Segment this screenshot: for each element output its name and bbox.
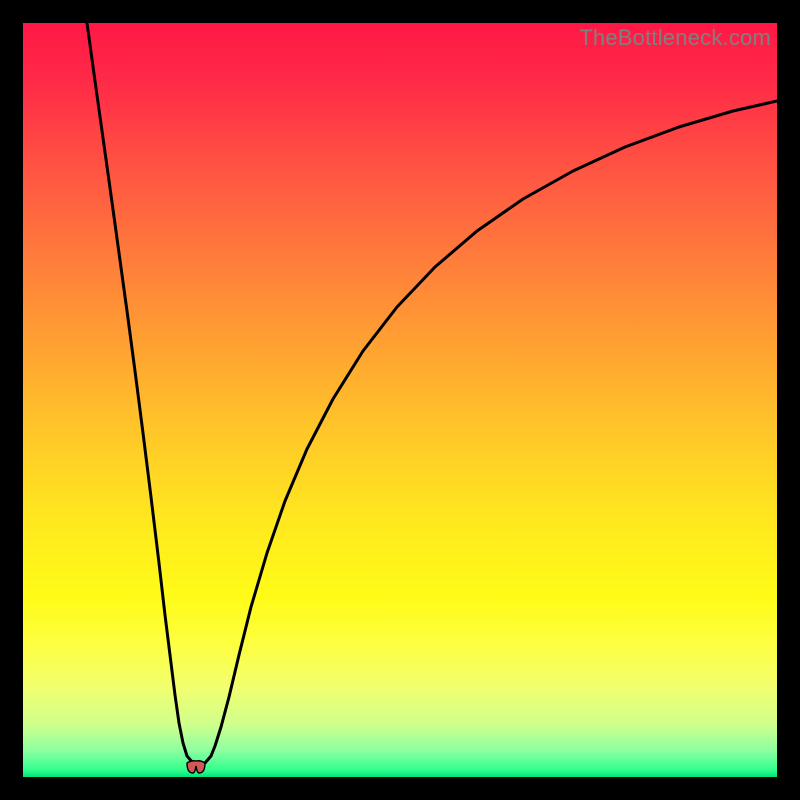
chart-svg <box>23 23 777 777</box>
watermark-text: TheBottleneck.com <box>579 23 777 51</box>
chart-frame: TheBottleneck.com <box>0 0 800 800</box>
chart-background <box>23 23 777 777</box>
plot-area: TheBottleneck.com <box>23 23 777 777</box>
